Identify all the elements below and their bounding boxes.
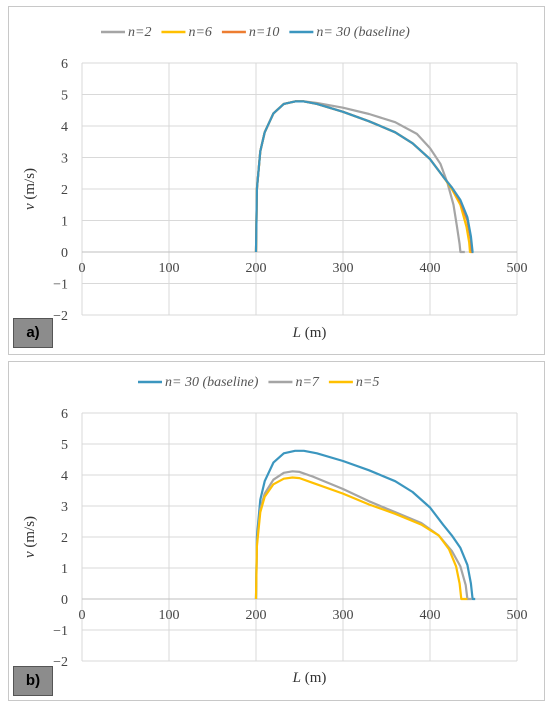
x-tick-label: 200 [246, 261, 267, 276]
x-tick-label: 300 [333, 608, 354, 623]
x-tick-label: 500 [507, 608, 528, 623]
y-tick-label: 0 [61, 246, 68, 261]
chart-a-svg: 6 5 4 3 2 1 0 −1 −2 0 100 200 300 400 500 L (m) v (m/s) n… [22, 25, 528, 341]
y-tick-label: 6 [61, 57, 68, 72]
series-line [254, 476, 468, 601]
y-tick-label: 3 [61, 500, 68, 515]
legend-label: n=6 [188, 25, 211, 40]
x-tick-label: 100 [159, 261, 180, 276]
panel-label-b: b) [13, 666, 53, 696]
series-line [254, 470, 472, 601]
chart-panel-a: 6 5 4 3 2 1 0 −1 −2 0 100 200 300 400 500 L (m) v (m/s) n… [8, 6, 545, 355]
y-tick-label: 0 [61, 593, 68, 608]
y-tick-label: 2 [61, 531, 68, 546]
y-tick-label: 2 [61, 183, 68, 198]
chart-b-svg: 6 5 4 3 2 1 0 −1 −2 0 100 200 300 400 500 L (m) v (m/s) n… [22, 375, 528, 686]
x-tick-label: 500 [507, 261, 528, 276]
legend-label: n=7 [295, 375, 319, 390]
y-axis-title: v (m/s) [22, 516, 38, 558]
x-tick-label: 0 [79, 261, 86, 276]
y-tick-label: 6 [61, 407, 68, 422]
y-tick-label: −1 [53, 624, 68, 639]
x-tick-label: 300 [333, 261, 354, 276]
legend-label: n=5 [356, 375, 379, 390]
legend-label: n= 30 (baseline) [165, 375, 259, 390]
y-tick-label: −2 [53, 655, 68, 670]
y-tick-label: 4 [61, 469, 68, 484]
y-axis-title: v (m/s) [22, 168, 38, 210]
y-tick-label: −2 [53, 309, 68, 324]
y-tick-label: 1 [61, 215, 68, 230]
x-tick-label: 100 [159, 608, 180, 623]
x-axis-title: L (m) [292, 670, 327, 686]
series-line [254, 449, 476, 601]
legend-label: n= 30 (baseline) [316, 25, 410, 40]
legend-label: n=10 [249, 25, 279, 40]
y-tick-label: −1 [53, 278, 68, 293]
x-tick-label: 400 [420, 608, 441, 623]
y-tick-label: 4 [61, 120, 68, 135]
y-tick-label: 3 [61, 152, 68, 167]
x-tick-label: 0 [79, 608, 86, 623]
y-tick-label: 1 [61, 562, 68, 577]
chart-panel-b: 6 5 4 3 2 1 0 −1 −2 0 100 200 300 400 500 L (m) v (m/s) n… [8, 361, 545, 701]
series-line [254, 100, 474, 254]
y-tick-label: 5 [61, 438, 68, 453]
y-tick-label: 5 [61, 89, 68, 104]
legend-label: n=2 [128, 25, 151, 40]
panel-label-a: a) [13, 318, 53, 348]
x-tick-label: 200 [246, 608, 267, 623]
series-line [254, 100, 472, 254]
x-tick-label: 400 [420, 261, 441, 276]
x-axis-title: L (m) [292, 325, 327, 341]
series-line [254, 100, 465, 254]
series-line [254, 100, 473, 254]
